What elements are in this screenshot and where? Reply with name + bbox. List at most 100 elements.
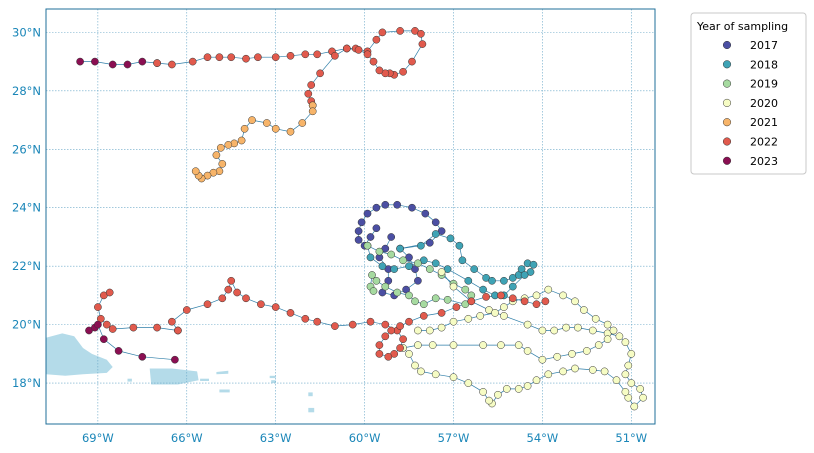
sample-point-2022-south — [405, 317, 413, 326]
sample-point-2018 — [529, 260, 538, 269]
sample-point-2022-south — [227, 276, 236, 285]
sample-point-2022 — [399, 67, 407, 76]
sample-point-2019 — [425, 265, 434, 273]
track-line-2019 — [367, 245, 472, 305]
sample-point-2022-south — [375, 341, 384, 349]
sample-point-2021 — [262, 119, 271, 127]
sample-point-2017 — [363, 209, 372, 218]
sample-point-2019 — [405, 291, 413, 300]
sample-point-2017 — [431, 218, 440, 227]
sample-point-2018 — [405, 262, 413, 271]
sample-point-2022 — [215, 53, 224, 62]
sample-point-2018 — [431, 259, 440, 268]
sample-point-2021 — [218, 160, 227, 168]
sample-point-2022-south — [182, 306, 191, 314]
legend-label: 2018 — [750, 58, 778, 71]
sample-point-2020 — [559, 367, 567, 376]
sample-point-2022 — [304, 89, 313, 98]
sample-point-2022-west — [153, 323, 161, 332]
sample-point-2022-west — [108, 325, 117, 333]
land-puerto-rico — [149, 368, 199, 385]
lat-tick-label: 28°N — [12, 84, 41, 98]
sample-point-2022-south — [375, 350, 384, 358]
sample-point-2022-south — [467, 297, 476, 306]
sample-point-2022-west — [105, 288, 114, 297]
sample-point-2020 — [411, 361, 419, 370]
sample-point-2018 — [417, 241, 425, 250]
sample-point-2022-west — [102, 320, 111, 329]
sample-point-2020 — [612, 376, 621, 385]
sample-point-2022-south — [366, 317, 375, 326]
sample-point-2017 — [393, 200, 402, 209]
sample-point-2017 — [421, 209, 430, 218]
sample-point-2022-south — [399, 335, 407, 344]
sample-point-2020 — [621, 338, 630, 347]
land-anguilla — [269, 375, 276, 379]
sample-point-2020 — [538, 355, 547, 364]
sample-point-2017 — [414, 276, 422, 285]
sample-point-2023 — [108, 60, 117, 69]
sample-point-2020 — [485, 396, 493, 405]
sample-point-2020 — [594, 341, 603, 349]
land-layer — [46, 333, 315, 413]
sample-point-2020 — [591, 314, 600, 323]
sample-point-2020 — [425, 326, 434, 335]
sample-point-2022-south — [242, 294, 250, 303]
sample-point-2018 — [479, 285, 487, 294]
sample-point-2018 — [520, 271, 529, 279]
sample-point-2022-south — [301, 314, 310, 323]
sample-point-2023-south — [114, 347, 123, 355]
sample-point-2021 — [248, 116, 256, 124]
sample-point-2022 — [301, 50, 310, 59]
sample-point-2019 — [387, 250, 396, 259]
sample-point-2022-south — [541, 297, 550, 306]
sample-point-2022-south — [396, 322, 404, 330]
sample-point-2022 — [396, 27, 404, 35]
sample-point-2020 — [523, 382, 532, 390]
sample-point-2022 — [168, 60, 176, 69]
sample-point-2022-south — [313, 317, 322, 326]
sample-point-2021 — [191, 167, 200, 176]
sample-point-2022-south — [224, 285, 233, 294]
sample-point-2020 — [639, 393, 647, 402]
sample-point-2018 — [508, 282, 517, 291]
sample-point-2017 — [354, 236, 363, 244]
sample-point-2020 — [603, 320, 612, 329]
sample-point-2022-south — [419, 312, 428, 320]
sample-point-2020 — [627, 379, 636, 387]
lat-tick-label: 30°N — [12, 25, 41, 39]
latitude-tick-labels: 18°N 20°N 22°N 24°N 26°N 28°N 30°N — [12, 25, 41, 390]
sample-point-2022-south — [381, 320, 390, 329]
sample-point-2020 — [538, 326, 547, 335]
sample-point-2021 — [271, 124, 280, 133]
sample-point-2018 — [378, 262, 387, 271]
sample-point-2023-south — [94, 320, 102, 329]
sample-point-2019 — [419, 300, 428, 309]
sample-point-2020 — [476, 312, 485, 320]
sample-point-2020 — [500, 303, 508, 311]
land-hispaniola-east — [46, 333, 113, 376]
sample-point-2022-south — [497, 291, 505, 300]
sample-point-2020 — [550, 326, 559, 335]
sample-point-2022 — [408, 57, 416, 66]
sample-point-2020 — [544, 370, 553, 379]
sample-point-2020 — [464, 314, 473, 323]
land-barbuda — [308, 392, 313, 397]
sample-point-2020 — [571, 297, 579, 306]
sample-point-2018 — [390, 265, 399, 273]
sample-point-2020 — [580, 306, 588, 314]
sample-point-2022-west — [94, 303, 102, 311]
sample-point-2020 — [479, 341, 487, 349]
sample-point-2018 — [488, 276, 496, 285]
sample-point-2020 — [523, 320, 532, 329]
sample-point-2018 — [446, 234, 455, 243]
sample-point-2019 — [363, 241, 372, 250]
legend-label: 2020 — [750, 97, 778, 110]
sample-point-2020 — [553, 352, 562, 361]
legend-marker — [722, 98, 732, 107]
sample-point-2022-south — [218, 294, 227, 303]
sample-point-2020 — [571, 364, 579, 373]
sample-point-2019 — [393, 288, 402, 297]
lat-tick-label: 18°N — [12, 376, 41, 390]
legend-marker — [722, 156, 732, 165]
